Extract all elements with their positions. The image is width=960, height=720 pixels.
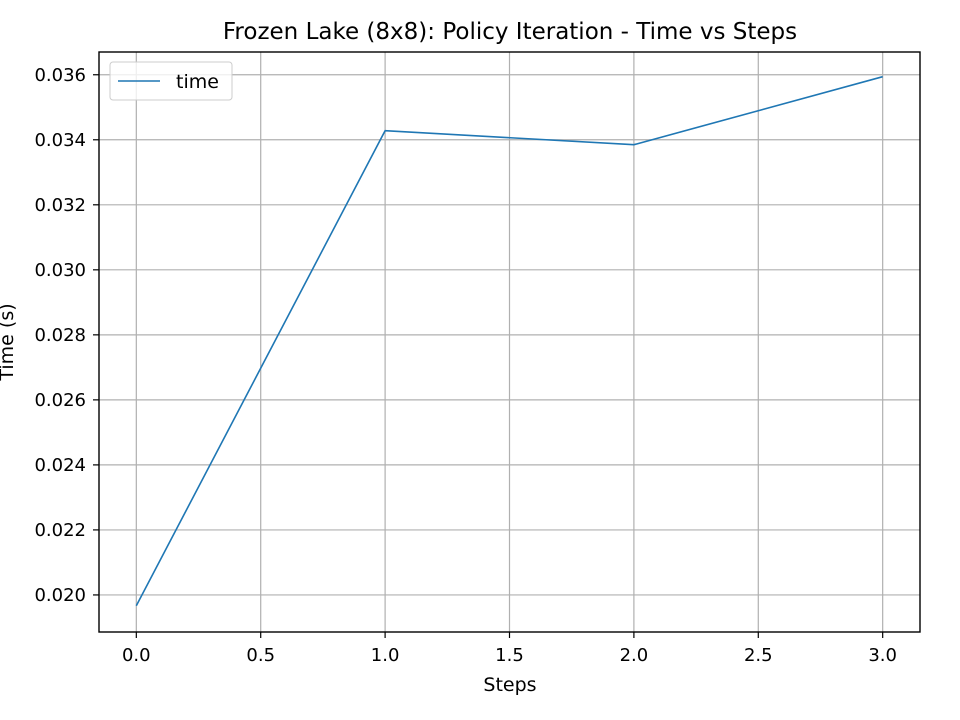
series-line-time <box>135 75 883 607</box>
y-axis: 0.020 0.022 0.024 0.026 0.028 0.030 0.032 0.034… <box>34 65 99 606</box>
y-tick-label: 0.034 <box>34 130 86 151</box>
y-axis-title: Time (s) <box>0 303 18 381</box>
y-tick-label: 0.022 <box>34 520 86 541</box>
y-tick-label: 0.032 <box>34 195 86 216</box>
y-tick-label: 0.028 <box>34 325 86 346</box>
legend-label: time <box>176 71 219 93</box>
x-tick-label: 0.0 <box>122 645 151 666</box>
y-tick-label: 0.024 <box>34 455 86 476</box>
legend: time <box>109 61 233 101</box>
grid <box>99 52 920 632</box>
x-axis-title: Steps <box>483 674 536 696</box>
x-tick-label: 0.5 <box>246 645 275 666</box>
y-tick-label: 0.030 <box>34 260 86 281</box>
y-tick-label: 0.026 <box>34 390 86 411</box>
y-tick-label: 0.020 <box>34 585 86 606</box>
x-tick-label: 3.0 <box>868 645 897 666</box>
x-tick-label: 1.0 <box>371 645 400 666</box>
x-tick-label: 2.0 <box>620 645 649 666</box>
x-axis: 0.0 0.5 1.0 1.5 2.0 2.5 3.0 <box>122 632 897 666</box>
chart-title: Frozen Lake (8x8): Policy Iteration - Ti… <box>223 19 797 45</box>
series-layer <box>135 75 883 607</box>
legend-box <box>109 61 233 101</box>
x-tick-label: 2.5 <box>744 645 773 666</box>
x-tick-label: 1.5 <box>495 645 524 666</box>
y-tick-label: 0.036 <box>34 65 86 86</box>
